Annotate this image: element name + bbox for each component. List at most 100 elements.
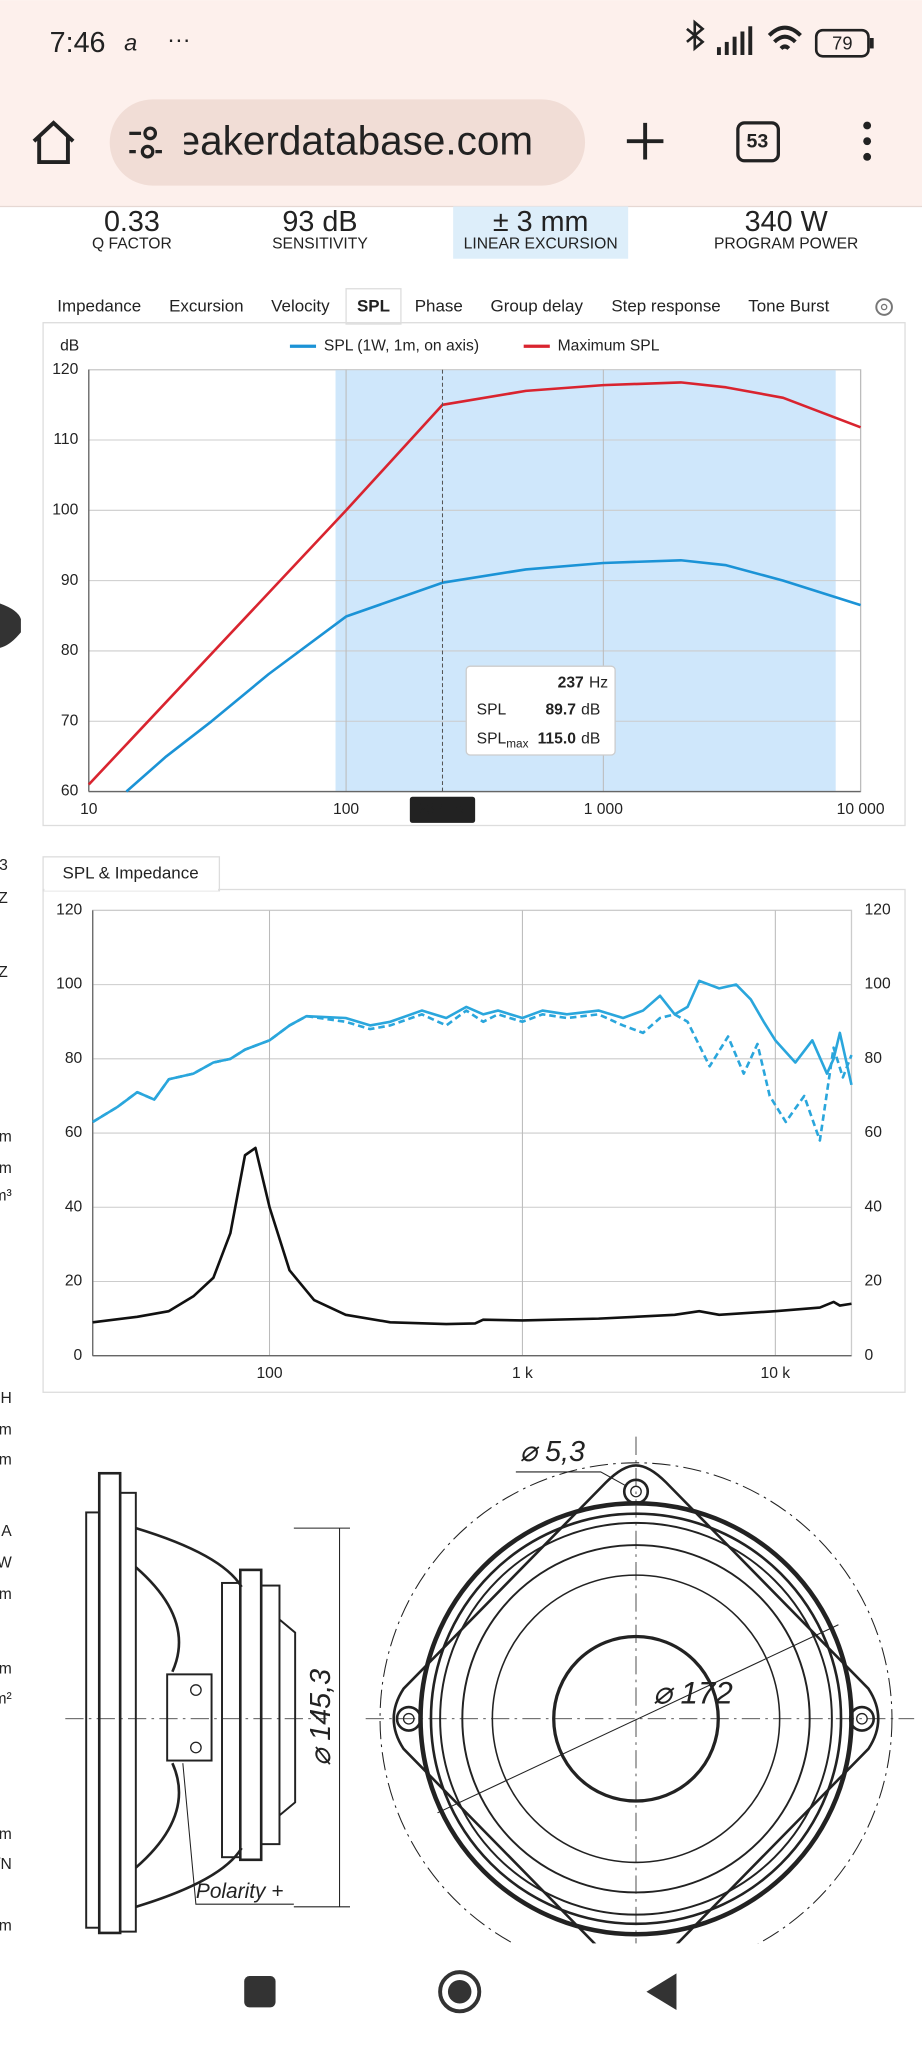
stat-label: Q FACTOR xyxy=(92,235,172,252)
clipped-label: s/m xyxy=(0,1918,12,1935)
y-tick-label: 110 xyxy=(53,431,78,448)
clipped-label: m xyxy=(0,1160,12,1177)
menu-button[interactable] xyxy=(863,121,872,161)
tab[interactable]: Impedance xyxy=(57,297,141,316)
clipped-label: H xyxy=(0,1390,11,1407)
y-axis-label: dB xyxy=(60,337,79,354)
stat-highlight xyxy=(453,206,629,259)
tab[interactable]: Phase xyxy=(415,297,463,316)
chart-panel xyxy=(42,322,906,827)
outer-dimension: ⌀ 172 xyxy=(653,1676,733,1711)
clipped-label: m xyxy=(0,1586,12,1603)
chart2-tab-label: SPL & Impedance xyxy=(63,863,199,882)
y2-tick-label: 100 xyxy=(865,976,891,993)
y-tick-label: 90 xyxy=(61,572,79,589)
tabs-button[interactable] xyxy=(736,121,780,163)
x-tick-label: 1 000 xyxy=(584,801,623,818)
tab[interactable]: Velocity xyxy=(271,297,330,316)
y2-tick-label: 20 xyxy=(865,1273,883,1290)
y-tick-label: 80 xyxy=(61,642,79,659)
clipped-label: A xyxy=(1,1523,12,1540)
clock: 7:46 xyxy=(50,27,106,59)
tab[interactable]: Excursion xyxy=(169,297,244,316)
tab[interactable]: Tone Burst xyxy=(748,297,829,316)
y-tick-label: 80 xyxy=(65,1050,83,1067)
tooltip-name: SPLmax xyxy=(477,730,529,750)
stat-label: LINEAR EXCURSION xyxy=(464,235,618,252)
tooltip-name-text: SPL xyxy=(477,702,507,719)
home-button[interactable] xyxy=(32,120,75,165)
clipped-label: Z xyxy=(0,890,8,907)
more-notif: ··· xyxy=(167,26,190,52)
series-line xyxy=(125,558,862,793)
home-nav-button[interactable] xyxy=(438,1970,482,2014)
tab[interactable]: Step response xyxy=(611,297,720,316)
stat-label: SENSITIVITY xyxy=(272,235,368,252)
tab-count: 53 xyxy=(747,131,769,153)
y2-tick-label: 120 xyxy=(865,902,891,919)
x-tick-label: 1 k xyxy=(512,1365,533,1382)
tooltip-unit: dB xyxy=(581,730,600,747)
bluetooth-icon xyxy=(686,19,705,52)
x-tick-label: 10 xyxy=(80,801,98,818)
clipped-label: √W xyxy=(0,1554,12,1571)
clipped-label: m² xyxy=(0,1690,12,1707)
legend-label: Maximum SPL xyxy=(558,337,660,354)
clipped-label: m xyxy=(0,1451,12,1468)
speaker-drawing xyxy=(65,1436,915,1976)
clipped-label: Z xyxy=(0,964,8,981)
url-bar[interactable] xyxy=(109,99,586,186)
x-tick-label: 10 k xyxy=(761,1365,791,1382)
battery-level: 79 xyxy=(832,32,852,53)
x-tick-label: 10 000 xyxy=(837,801,885,818)
new-tab-button[interactable] xyxy=(626,122,664,160)
series-line xyxy=(92,1146,852,1326)
tooltip-value: 89.7 xyxy=(545,702,576,719)
tooltip-name-text: SPL xyxy=(477,730,507,747)
y-tick-label: 100 xyxy=(56,976,82,993)
clipped-label: m xyxy=(0,1129,12,1146)
tab[interactable]: Group delay xyxy=(491,297,584,316)
back-button[interactable] xyxy=(646,1973,677,2010)
polarity-label: Polarity + xyxy=(196,1880,284,1903)
depth-dimension: ⌀ 145,3 xyxy=(305,1669,337,1766)
gear-icon[interactable] xyxy=(875,298,893,316)
stat-value: 93 dB xyxy=(282,206,357,238)
x-tick-label: 100 xyxy=(333,801,359,818)
cursor-label: 237 Hz xyxy=(418,801,468,818)
y-tick-label: 60 xyxy=(61,783,79,800)
clipped-label: /mm xyxy=(0,1826,12,1843)
stat-label: PROGRAM POWER xyxy=(714,235,858,252)
url-text[interactable]: eakerdatabase.com xyxy=(178,117,533,163)
y2-tick-label: 60 xyxy=(865,1124,883,1141)
y-tick-label: 70 xyxy=(61,712,79,729)
y-tick-label: 0 xyxy=(74,1347,83,1364)
wifi-icon xyxy=(767,25,802,50)
tooltip-x: 237 xyxy=(558,674,584,691)
clipped-label: m xyxy=(0,1421,12,1438)
clipped-label: m³ xyxy=(0,1188,12,1205)
clipped-label: 3 xyxy=(0,857,8,874)
series-line xyxy=(87,381,862,786)
tooltip-unit: dB xyxy=(581,702,600,719)
clipped-image xyxy=(0,603,21,648)
stat-value: 0.33 xyxy=(104,206,160,238)
tooltip-name: SPL xyxy=(477,702,507,719)
tooltip-x-unit: Hz xyxy=(589,674,608,691)
series-line xyxy=(92,1009,853,1142)
stat-value: 340 W xyxy=(745,206,829,238)
y-tick-label: 20 xyxy=(65,1273,83,1290)
recents-button[interactable] xyxy=(244,1976,276,2008)
app-icon: a xyxy=(124,30,137,56)
y-tick-label: 60 xyxy=(65,1124,83,1141)
chart2-panel xyxy=(42,888,906,1393)
site-settings-icon[interactable] xyxy=(129,126,162,159)
y2-tick-label: 0 xyxy=(865,1347,874,1364)
cursor-badge xyxy=(409,796,476,823)
tab[interactable]: SPL xyxy=(357,297,390,316)
y-tick-label: 120 xyxy=(56,902,82,919)
x-tick-label: 100 xyxy=(256,1365,282,1382)
